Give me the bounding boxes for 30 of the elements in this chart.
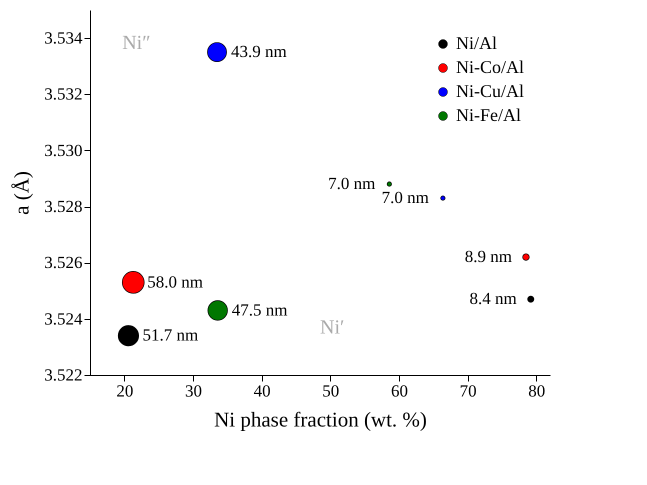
y-tick-label: 3.522: [44, 366, 82, 384]
y-tick-label: 3.526: [44, 253, 82, 272]
annotation: 8.4 nm: [470, 289, 517, 308]
legend-label: Ni-Co/Al: [456, 57, 524, 77]
annotation: 58.0 nm: [147, 272, 203, 292]
annotation: Ni″: [122, 32, 151, 54]
y-tick-label: 3.524: [44, 309, 83, 328]
x-tick-label: 50: [322, 382, 340, 400]
annotation: 47.5 nm: [232, 300, 288, 320]
annotation: 7.0 nm: [328, 174, 376, 194]
annotation: 7.0 nm: [382, 188, 429, 208]
annotation: 8.9 nm: [464, 247, 512, 266]
y-tick-label: 3.534: [44, 28, 83, 48]
annotation: 51.7 nm: [142, 326, 198, 345]
x-tick-label: 70: [460, 382, 477, 400]
x-tick-label: 30: [184, 382, 202, 400]
x-axis-title: Ni phase fraction (wt. %): [214, 408, 427, 432]
y-tick-label: 3.530: [44, 140, 82, 160]
legend-label: Ni/Al: [456, 33, 498, 53]
legend-label: Ni-Cu/Al: [456, 81, 524, 101]
x-tick-label: 80: [528, 382, 546, 400]
x-tick-label: 60: [390, 382, 408, 400]
y-tick-label: 3.532: [44, 84, 82, 104]
x-tick-label: 20: [116, 382, 134, 400]
legend-label: Ni-Fe/Al: [456, 105, 521, 125]
x-tick-label: 40: [254, 382, 271, 400]
annotation: 43.9 nm: [231, 42, 287, 62]
y-axis-title: a (Å): [9, 171, 34, 215]
annotation: Ni′: [320, 316, 344, 339]
y-tick-label: 3.528: [44, 197, 82, 216]
